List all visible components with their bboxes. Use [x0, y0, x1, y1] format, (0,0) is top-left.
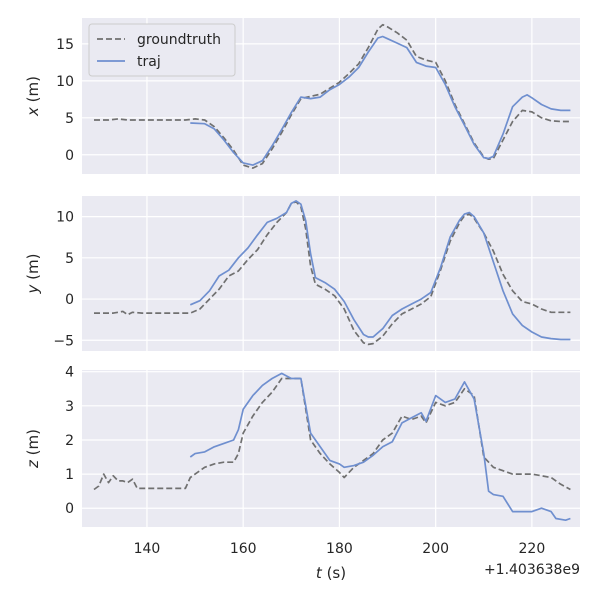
legend: groundtruth traj: [88, 23, 236, 77]
x-tick-label: 180: [326, 541, 353, 557]
series-line-traj: [190, 35, 571, 166]
y-tick-label: 10: [56, 74, 74, 90]
y-axis-label: x (m): [24, 76, 42, 117]
legend-box: [88, 23, 236, 77]
x-tick-label: 200: [422, 541, 449, 557]
y-tick-label: 0: [65, 148, 74, 164]
x-tick-label: 160: [230, 541, 257, 557]
y-tick-label: 10: [56, 210, 74, 226]
y-tick-label: −5: [53, 333, 74, 349]
series-line-groundtruth: [94, 23, 571, 169]
y-axis-variable: x: [24, 107, 42, 117]
x-axis-offset-label: +1.403638e9: [484, 562, 580, 578]
panel-x: 0 5 10 15 x (m) groundtruth traj: [24, 18, 580, 174]
x-axis-label: t (s): [316, 564, 346, 582]
y-axis-label: z (m): [24, 429, 42, 469]
x-axis-variable: t: [316, 564, 323, 582]
y-axis-label: y (m): [24, 254, 42, 295]
y-axis-unit: (m): [24, 429, 42, 460]
panel-z: 0 1 2 3 4 140 160 180 200 220 z (m): [24, 365, 580, 557]
y-axis-unit: (m): [24, 76, 42, 107]
y-tick-label: 5: [65, 111, 74, 127]
panel-y: −5 0 5 10 y (m): [24, 196, 580, 351]
y-axis-variable: y: [24, 283, 42, 294]
y-axis-variable: z: [24, 459, 42, 469]
y-tick-label: 5: [65, 251, 74, 267]
series-line-traj: [189, 200, 571, 341]
series-line-groundtruth: [93, 377, 571, 491]
x-axis-unit: (s): [322, 564, 346, 582]
y-axis-unit: (m): [24, 254, 42, 285]
y-tick-label: 4: [65, 365, 74, 381]
legend-label-traj: traj: [137, 54, 161, 70]
y-tick-label: 0: [65, 501, 74, 517]
y-tick-label: 0: [65, 292, 74, 308]
plot-area: [82, 196, 580, 351]
y-tick-label: 3: [65, 399, 74, 415]
y-tick-label: 2: [65, 433, 74, 449]
x-tick-label: 220: [519, 541, 546, 557]
plot-area: [82, 370, 580, 527]
x-tick-label: 140: [134, 541, 161, 557]
y-tick-label: 15: [56, 37, 74, 53]
series-line-traj: [189, 372, 571, 522]
y-tick-label: 1: [65, 467, 74, 483]
legend-label-groundtruth: groundtruth: [137, 32, 221, 48]
